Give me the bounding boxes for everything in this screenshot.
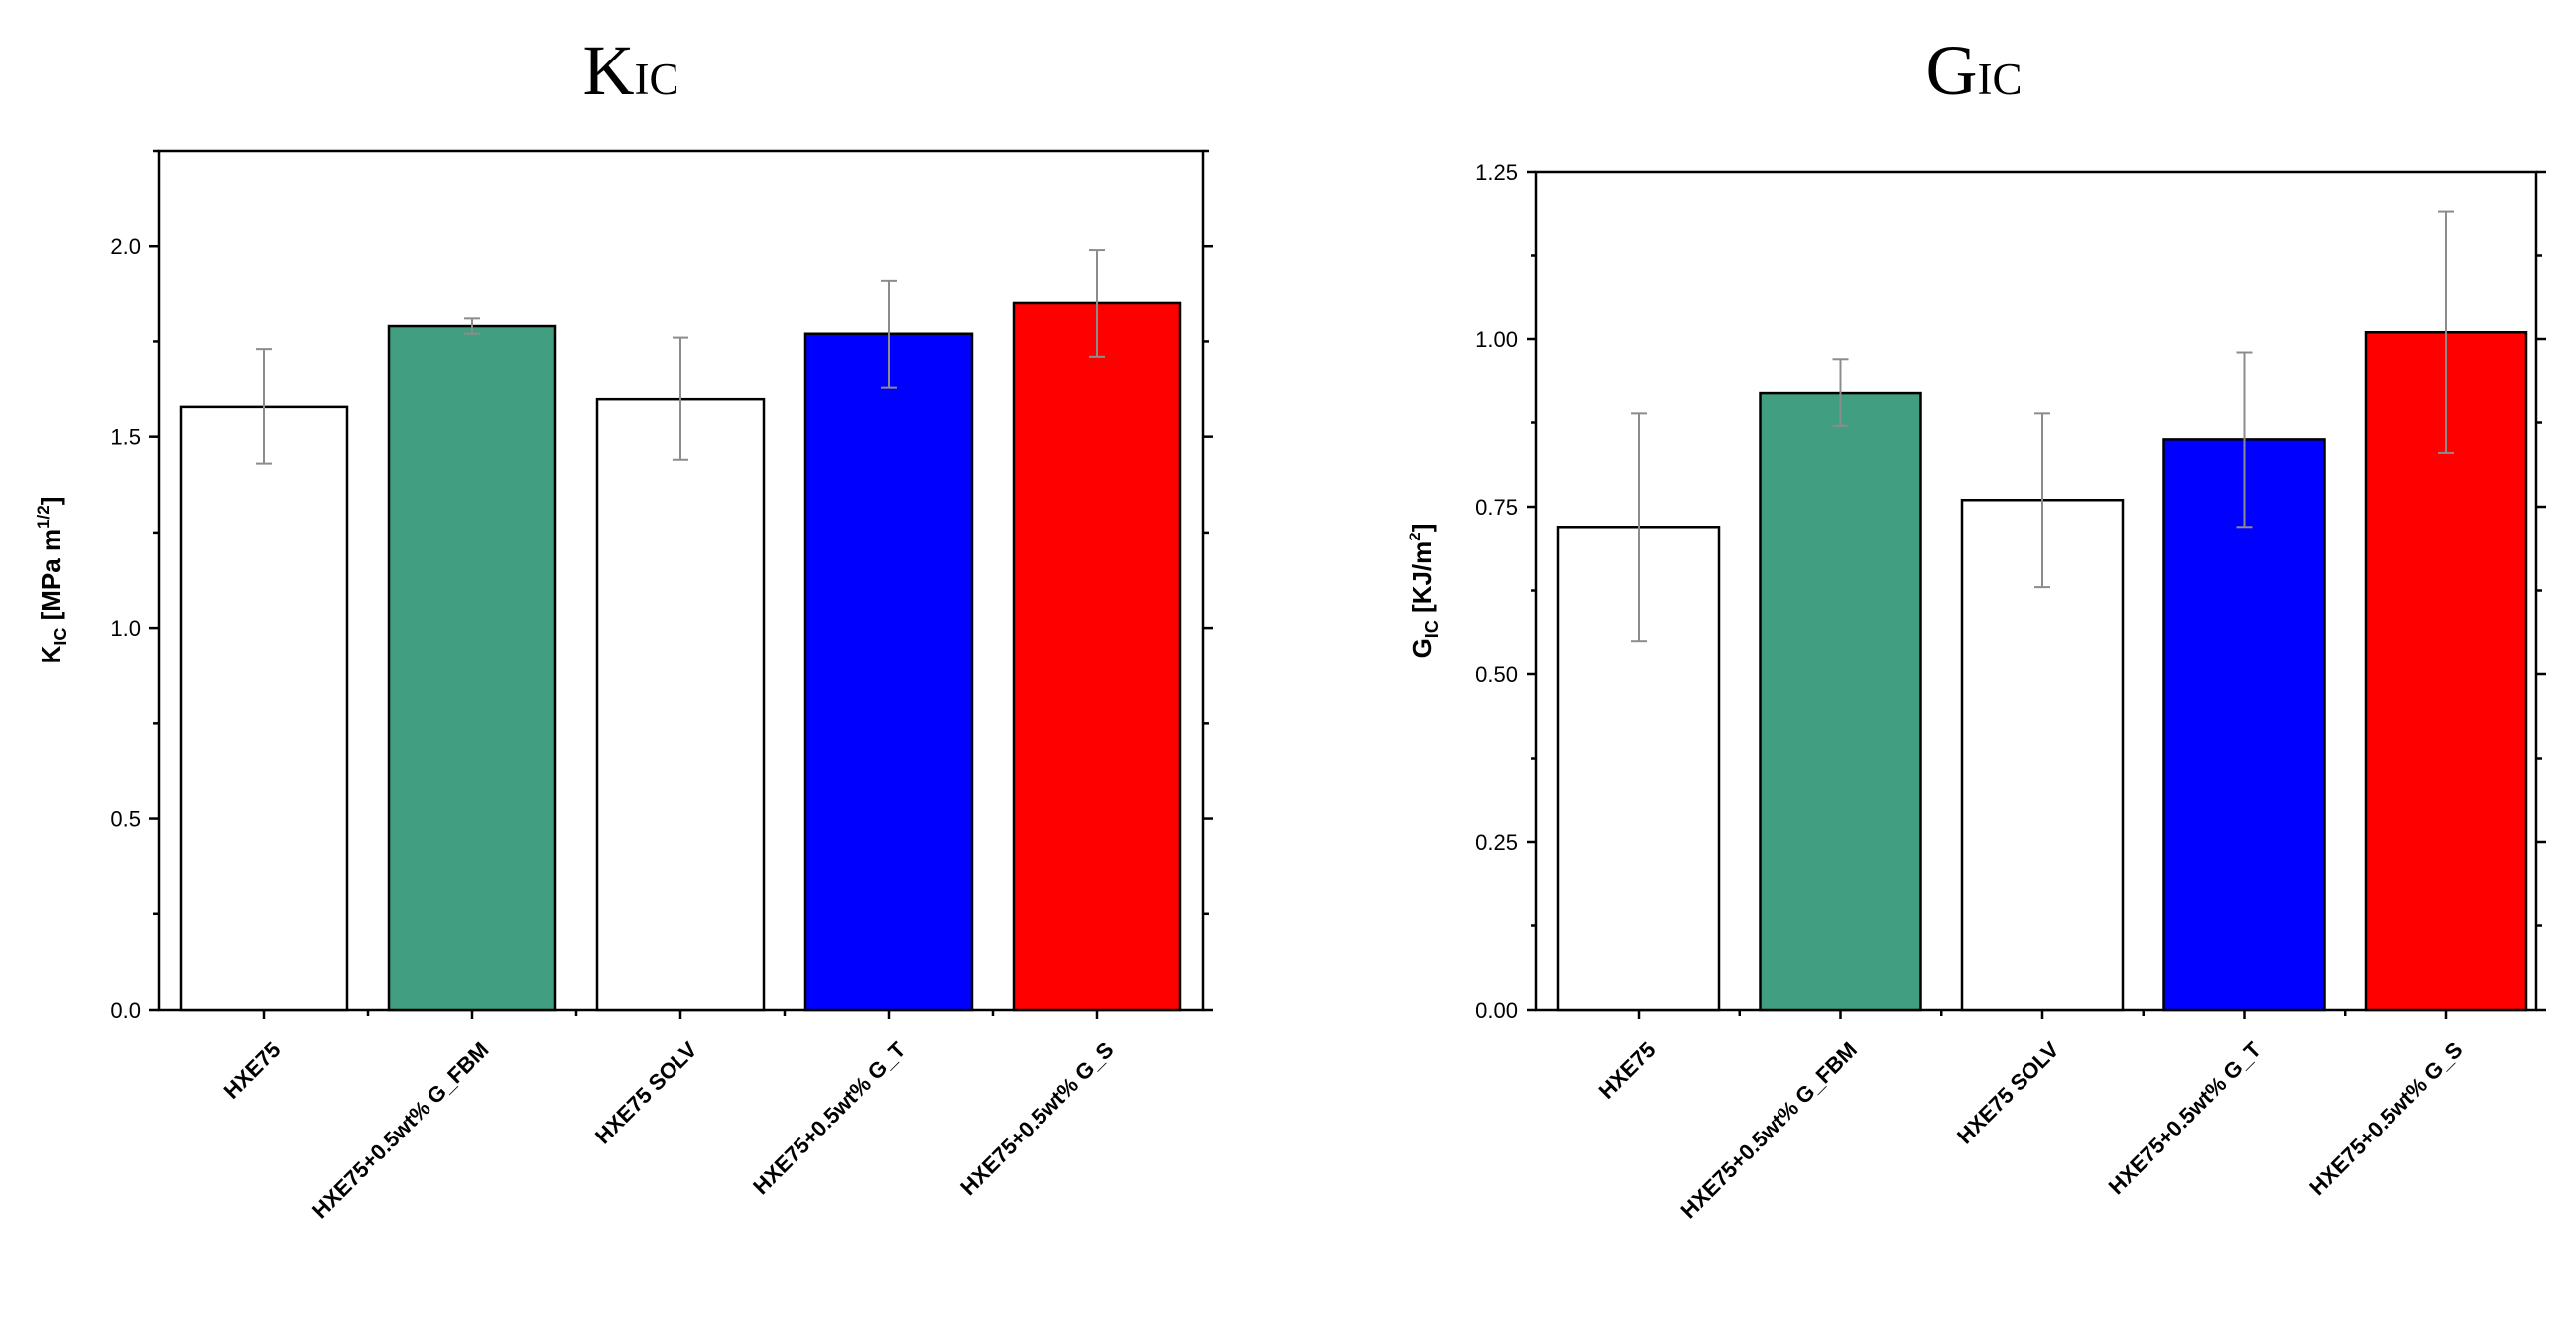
kic-category-label: HXE75+0.5wt% G_S	[955, 1037, 1118, 1200]
gic-category-label: HXE75 SOLV	[1952, 1037, 2064, 1149]
gic-ytick-label: 0.50	[1475, 662, 1518, 687]
kic-bar-hxe75	[179, 405, 349, 1012]
gic-category-label: HXE75+0.5wt% G_S	[2304, 1037, 2467, 1200]
kic-category-label: HXE75 SOLV	[590, 1037, 702, 1149]
kic-ylabel-sub: IC	[51, 628, 70, 646]
kic-ytick-label: 0.0	[110, 998, 141, 1022]
gic-category-label: HXE75	[1594, 1037, 1660, 1104]
gic-bar-hxe75-0-5wt-g-t	[2162, 438, 2326, 1012]
gic-ylabel-main: G	[1408, 638, 1437, 658]
gic-ytick-label: 0.25	[1475, 830, 1518, 855]
kic-ylabel-unit-end: ]	[36, 497, 65, 506]
kic-category-label: HXE75+0.5wt% G_FBM	[307, 1037, 494, 1224]
kic-ylabel-unit: [MPa m	[36, 529, 65, 628]
kic-bar-hxe75-0-5wt-g-t	[803, 332, 974, 1012]
kic-ylabel-sup: 1/2	[34, 505, 53, 529]
gic-ytick-label: 1.00	[1475, 327, 1518, 352]
gic-title-main: G	[1926, 31, 1978, 110]
kic-ylabel-main: K	[36, 645, 65, 663]
kic-ytick-label: 1.0	[110, 616, 141, 641]
gic-y-axis-label: GIC [KJ/m2]	[1406, 524, 1442, 658]
gic-bar-hxe75-0-5wt-g-fbm	[1759, 391, 1922, 1012]
gic-category-label: HXE75+0.5wt% G_FBM	[1675, 1037, 1862, 1224]
kic-category-label: HXE75	[219, 1037, 286, 1104]
gic-chart-title: GIC	[1926, 31, 2023, 110]
gic-ylabel-unit-end: ]	[1408, 524, 1437, 533]
kic-title-sub: IC	[635, 55, 679, 104]
gic-ytick-label: 0.75	[1475, 495, 1518, 520]
gic-ylabel-sub: IC	[1422, 620, 1442, 638]
gic-ytick-label: 0.00	[1475, 998, 1518, 1022]
kic-category-label: HXE75+0.5wt% G_T	[748, 1036, 911, 1199]
gic-title-sub: IC	[1978, 55, 2023, 104]
kic-bar-hxe75-solv	[595, 397, 766, 1012]
gic-ylabel-unit: [KJ/m	[1408, 541, 1437, 620]
kic-y-axis-label: KIC [MPa m1/2]	[34, 497, 70, 664]
kic-ytick-label: 0.5	[110, 807, 141, 832]
kic-ytick-label: 1.5	[110, 425, 141, 450]
kic-title-main: K	[583, 31, 635, 110]
gic-ytick-label: 1.25	[1475, 160, 1518, 184]
kic-bar-hxe75-0-5wt-g-s	[1012, 301, 1182, 1012]
gic-ylabel-sup: 2	[1406, 532, 1424, 540]
gic-category-label: HXE75+0.5wt% G_T	[2104, 1036, 2267, 1199]
kic-bar-hxe75-0-5wt-g-fbm	[387, 324, 557, 1012]
kic-chart-title: KIC	[583, 31, 679, 110]
kic-ytick-label: 2.0	[110, 234, 141, 259]
